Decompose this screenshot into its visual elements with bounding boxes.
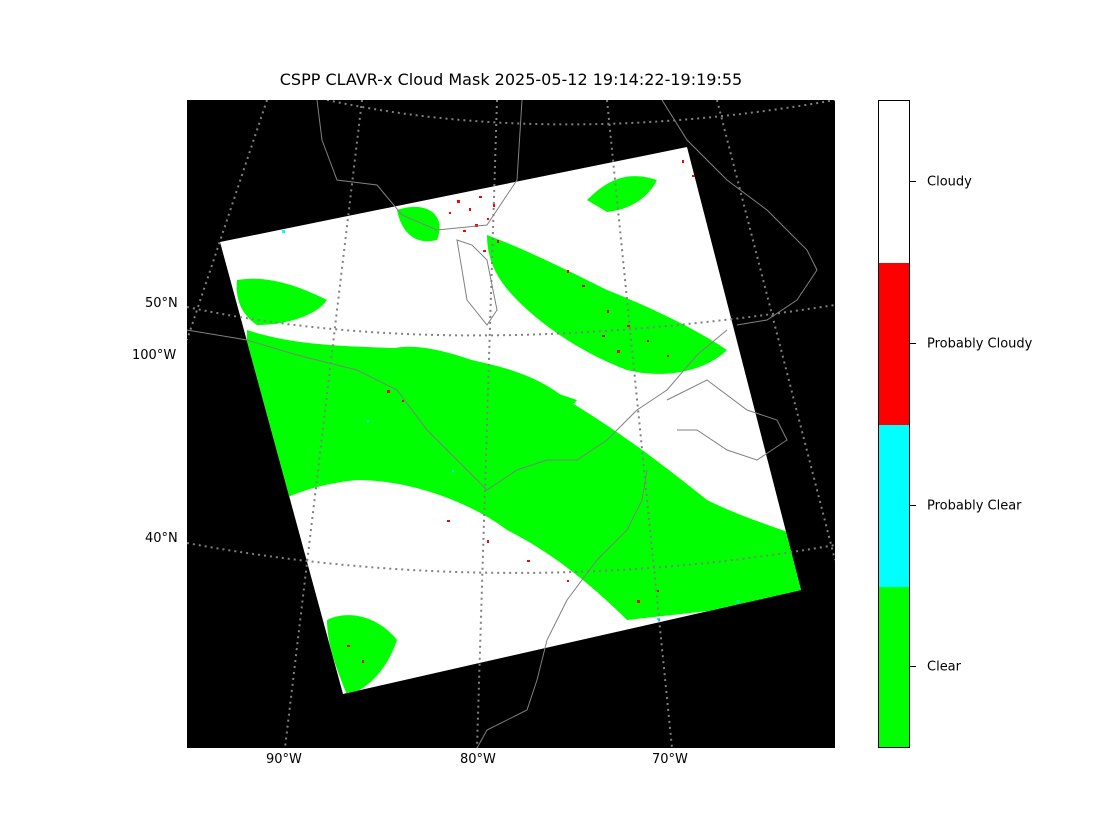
clear-region bbox=[587, 176, 657, 212]
longitude-line-100w bbox=[187, 100, 268, 341]
lon-label-70w: 70°W bbox=[652, 752, 688, 767]
legend-label-probably-cloudy: Probably Cloudy bbox=[927, 336, 1033, 352]
longitude-line-60w bbox=[716, 100, 835, 561]
clear-region bbox=[236, 278, 327, 325]
longitude-line-70w bbox=[606, 100, 673, 748]
colorbar-tick bbox=[910, 343, 916, 344]
clear-region bbox=[387, 346, 577, 415]
colorbar-probably-cloudy-swatch bbox=[879, 263, 909, 425]
lon-label-80w: 80°W bbox=[460, 752, 496, 767]
probably-cloudy-speckles bbox=[347, 160, 695, 663]
graticule bbox=[187, 100, 835, 748]
clear-region bbox=[247, 330, 801, 620]
legend-label-probably-clear: Probably Clear bbox=[927, 498, 1022, 514]
colorbar-probably-clear-swatch bbox=[879, 425, 909, 587]
longitude-line-80w bbox=[476, 100, 498, 748]
lat-label-40n: 40°N bbox=[145, 531, 178, 546]
us-canada-border bbox=[187, 329, 728, 491]
clear-region bbox=[487, 235, 727, 374]
lat-label-50n: 50°N bbox=[145, 296, 178, 311]
map-title: CSPP CLAVR-x Cloud Mask 2025-05-12 19:14… bbox=[279, 70, 743, 89]
colorbar bbox=[878, 100, 910, 748]
map-panel[interactable] bbox=[187, 100, 835, 748]
canada-east-coast bbox=[661, 100, 818, 326]
hudson-bay-coast bbox=[316, 100, 523, 231]
great-lakes-outline bbox=[456, 239, 498, 326]
us-east-coast bbox=[476, 469, 648, 748]
colorbar-tick bbox=[910, 666, 916, 667]
clear-region bbox=[397, 206, 440, 242]
colorbar-clear-swatch bbox=[879, 587, 909, 747]
colorbar-cloudy-swatch bbox=[879, 101, 909, 263]
cloud-mask-regions bbox=[236, 160, 801, 694]
legend-label-clear: Clear bbox=[927, 659, 961, 675]
latitude-line-60n bbox=[326, 100, 835, 126]
lon-label-100w: 100°W bbox=[132, 348, 177, 363]
colorbar-tick bbox=[910, 505, 916, 506]
legend-label-cloudy: Cloudy bbox=[927, 174, 972, 190]
maritimes-coast bbox=[666, 379, 788, 461]
longitude-line-90w bbox=[284, 100, 363, 748]
lon-label-90w: 90°W bbox=[266, 752, 302, 767]
map-boundaries bbox=[187, 100, 818, 748]
probably-clear-speckles bbox=[282, 230, 739, 620]
colorbar-tick bbox=[910, 181, 916, 182]
clear-region bbox=[327, 615, 397, 694]
cloud-mask-map bbox=[187, 100, 835, 748]
